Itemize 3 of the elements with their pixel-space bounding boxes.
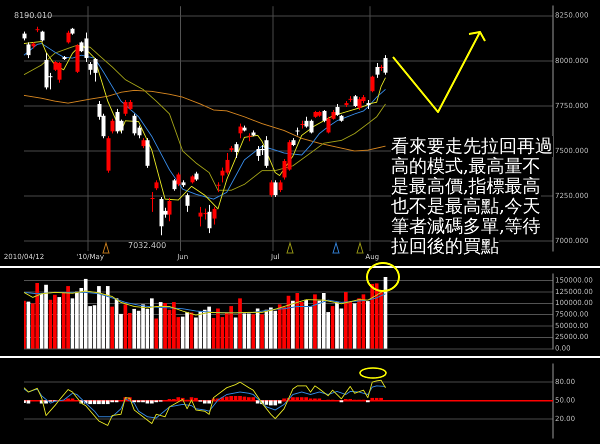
annotation: 7032.400	[128, 241, 166, 250]
annotation: 8190.010	[14, 11, 52, 20]
annotation: 看來要走先拉回再過高的模式,最高量不是最高價,指標最高也不是最高點,今天筆者減碼多單,等待拉回後的買點	[391, 136, 553, 257]
